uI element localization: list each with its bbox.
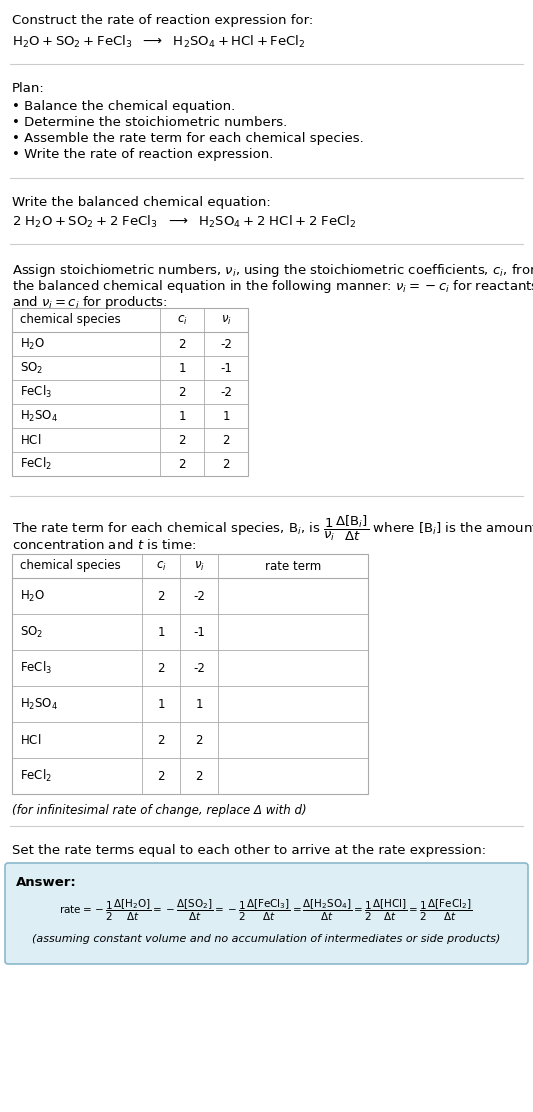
Text: $\mathrm{FeCl_2}$: $\mathrm{FeCl_2}$ <box>20 456 52 473</box>
Text: Plan:: Plan: <box>12 82 45 95</box>
Bar <box>12 554 368 794</box>
Text: • Balance the chemical equation.: • Balance the chemical equation. <box>12 100 235 113</box>
Text: $\nu_i$: $\nu_i$ <box>221 314 231 327</box>
Text: -2: -2 <box>220 338 232 350</box>
Text: chemical species: chemical species <box>20 314 121 327</box>
Text: $\mathrm{SO_2}$: $\mathrm{SO_2}$ <box>20 360 43 376</box>
Text: the balanced chemical equation in the following manner: $\nu_i = -c_i$ for react: the balanced chemical equation in the fo… <box>12 278 533 295</box>
Text: -1: -1 <box>193 625 205 638</box>
Text: $\mathrm{H_2SO_4}$: $\mathrm{H_2SO_4}$ <box>20 696 58 712</box>
Text: 1: 1 <box>222 409 230 423</box>
Text: Write the balanced chemical equation:: Write the balanced chemical equation: <box>12 196 271 209</box>
Text: (assuming constant volume and no accumulation of intermediates or side products): (assuming constant volume and no accumul… <box>32 934 500 944</box>
Text: -2: -2 <box>193 662 205 675</box>
Text: $\mathrm{H_2O + SO_2 + FeCl_3\ \ \longrightarrow\ \ H_2SO_4 + HCl + FeCl_2}$: $\mathrm{H_2O + SO_2 + FeCl_3\ \ \longri… <box>12 34 305 50</box>
Text: 2: 2 <box>157 734 165 746</box>
Text: $c_i$: $c_i$ <box>176 314 188 327</box>
Text: $\mathrm{H_2SO_4}$: $\mathrm{H_2SO_4}$ <box>20 408 58 424</box>
Text: rate term: rate term <box>265 559 321 573</box>
Text: chemical species: chemical species <box>20 559 121 573</box>
Text: • Assemble the rate term for each chemical species.: • Assemble the rate term for each chemic… <box>12 132 364 145</box>
Text: 1: 1 <box>157 697 165 711</box>
Text: $\mathrm{H_2O}$: $\mathrm{H_2O}$ <box>20 588 45 604</box>
Text: $\nu_i$: $\nu_i$ <box>193 559 205 573</box>
Text: -2: -2 <box>193 589 205 603</box>
Text: 1: 1 <box>157 625 165 638</box>
Text: $\mathrm{SO_2}$: $\mathrm{SO_2}$ <box>20 625 43 639</box>
Text: 2: 2 <box>222 434 230 447</box>
Text: Answer:: Answer: <box>16 876 77 888</box>
Text: 2: 2 <box>178 338 185 350</box>
Text: Construct the rate of reaction expression for:: Construct the rate of reaction expressio… <box>12 14 313 27</box>
Text: $c_i$: $c_i$ <box>156 559 166 573</box>
Text: Assign stoichiometric numbers, $\nu_i$, using the stoichiometric coefficients, $: Assign stoichiometric numbers, $\nu_i$, … <box>12 262 533 279</box>
Text: $\mathrm{rate} = -\dfrac{1}{2}\dfrac{\Delta[\mathrm{H_2O}]}{\Delta t} = -\dfrac{: $\mathrm{rate} = -\dfrac{1}{2}\dfrac{\De… <box>59 898 473 923</box>
Text: 2: 2 <box>157 589 165 603</box>
Text: $\mathrm{2\ H_2O + SO_2 + 2\ FeCl_3\ \ \longrightarrow\ \ H_2SO_4 + 2\ HCl + 2\ : $\mathrm{2\ H_2O + SO_2 + 2\ FeCl_3\ \ \… <box>12 214 357 230</box>
Text: 1: 1 <box>195 697 203 711</box>
Text: $\mathrm{H_2O}$: $\mathrm{H_2O}$ <box>20 337 45 351</box>
Text: $\mathrm{HCl}$: $\mathrm{HCl}$ <box>20 433 41 447</box>
Text: • Determine the stoichiometric numbers.: • Determine the stoichiometric numbers. <box>12 116 287 129</box>
Text: 1: 1 <box>178 409 185 423</box>
Text: -2: -2 <box>220 386 232 398</box>
Text: concentration and $t$ is time:: concentration and $t$ is time: <box>12 538 196 552</box>
Text: Set the rate terms equal to each other to arrive at the rate expression:: Set the rate terms equal to each other t… <box>12 844 486 857</box>
Text: and $\nu_i = c_i$ for products:: and $\nu_i = c_i$ for products: <box>12 294 167 311</box>
Text: 2: 2 <box>178 434 185 447</box>
Text: 2: 2 <box>178 386 185 398</box>
Text: 2: 2 <box>195 770 203 783</box>
Text: (for infinitesimal rate of change, replace Δ with d): (for infinitesimal rate of change, repla… <box>12 804 306 817</box>
Text: • Write the rate of reaction expression.: • Write the rate of reaction expression. <box>12 148 273 161</box>
Text: 2: 2 <box>157 770 165 783</box>
Text: -1: -1 <box>220 361 232 375</box>
Text: 2: 2 <box>195 734 203 746</box>
Text: $\mathrm{FeCl_3}$: $\mathrm{FeCl_3}$ <box>20 384 52 400</box>
Text: 2: 2 <box>178 457 185 470</box>
Text: 2: 2 <box>222 457 230 470</box>
Text: 1: 1 <box>178 361 185 375</box>
Text: The rate term for each chemical species, $\mathrm{B}_i$, is $\dfrac{1}{\nu_i}\df: The rate term for each chemical species,… <box>12 514 533 544</box>
Text: $\mathrm{FeCl_3}$: $\mathrm{FeCl_3}$ <box>20 659 52 676</box>
Text: 2: 2 <box>157 662 165 675</box>
Text: $\mathrm{FeCl_2}$: $\mathrm{FeCl_2}$ <box>20 768 52 784</box>
Text: $\mathrm{HCl}$: $\mathrm{HCl}$ <box>20 733 41 747</box>
Bar <box>12 308 248 476</box>
FancyBboxPatch shape <box>5 863 528 964</box>
